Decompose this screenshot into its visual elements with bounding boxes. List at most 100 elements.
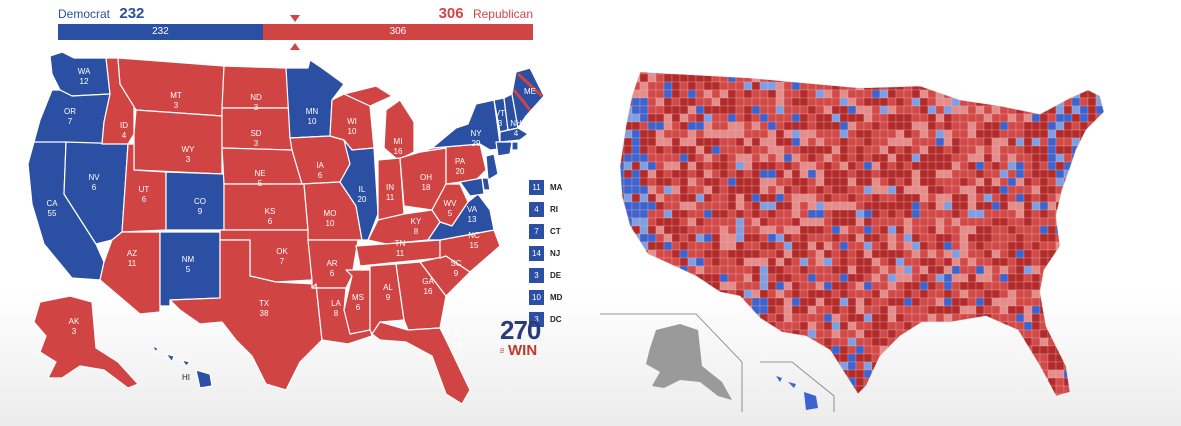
county-tile (687, 185, 697, 195)
small-state-md[interactable]: 10 MD (529, 288, 562, 307)
county-tile (608, 106, 616, 114)
county-tile (620, 377, 625, 387)
county-tile (935, 241, 945, 251)
county-tile (1079, 241, 1089, 251)
county-tile (927, 105, 937, 115)
small-state-ma[interactable]: 11 MA (529, 178, 562, 197)
county-tile (1095, 121, 1104, 131)
state-MA[interactable] (499, 127, 529, 143)
county-tile (983, 209, 993, 219)
county-tile (903, 345, 913, 355)
county-tile (631, 105, 641, 115)
state-AK[interactable] (33, 295, 139, 389)
county-tile (751, 113, 761, 123)
small-state-ri[interactable]: 4 RI (529, 200, 562, 219)
county-tile (1103, 265, 1104, 275)
state-FL[interactable] (371, 321, 471, 404)
county-tile (975, 105, 985, 115)
county-tile (620, 385, 625, 395)
state-TX[interactable] (169, 239, 323, 391)
county-tile (1023, 273, 1033, 283)
county-tile (687, 193, 697, 203)
label-UT: UT 6 (139, 185, 150, 204)
county-tile (1103, 153, 1104, 163)
small-state-ct[interactable]: 7 CT (529, 222, 562, 241)
county-tile (663, 177, 673, 187)
county-tile (871, 81, 881, 91)
county-tile (1015, 297, 1025, 307)
county-tile (847, 137, 857, 147)
democrat-count: 232 (119, 5, 145, 22)
county-tile (655, 185, 665, 195)
county-tile (1007, 72, 1017, 75)
county-tile (775, 89, 785, 99)
state-MD[interactable] (459, 177, 485, 197)
county-tile (727, 241, 737, 251)
county-tile (887, 225, 897, 235)
county-tile (711, 193, 721, 203)
county-tile (743, 273, 753, 283)
county-tile (1103, 177, 1104, 187)
state-HI[interactable] (151, 345, 213, 389)
county-tile (1087, 169, 1097, 179)
state-WY[interactable] (133, 109, 223, 175)
county-tile (711, 329, 721, 339)
state-NY[interactable] (431, 99, 509, 151)
county-tile (719, 153, 729, 163)
county-tile (727, 273, 737, 283)
county-tile (1031, 337, 1041, 347)
state-NJ[interactable] (485, 153, 499, 181)
county-tile (620, 121, 625, 131)
county-tile (919, 369, 929, 379)
county-tile (839, 345, 849, 355)
county-tile (951, 81, 961, 91)
state-CT[interactable] (495, 141, 513, 157)
county-tile (1015, 72, 1025, 75)
county-tile (623, 81, 633, 91)
county-tile (655, 281, 665, 291)
county-tile (608, 218, 616, 226)
county-tile (1007, 241, 1017, 251)
county-tile (743, 113, 753, 123)
county-tile (824, 402, 832, 410)
county-tile (919, 313, 929, 323)
state-MI[interactable] (343, 85, 415, 161)
county-tile (647, 177, 657, 187)
county-tile (831, 385, 841, 395)
county-tile (831, 129, 841, 139)
county-tile (991, 169, 1001, 179)
county-tile (623, 169, 633, 179)
county-tile (791, 145, 801, 155)
county-tile (624, 402, 632, 410)
county-tile (1047, 129, 1057, 139)
county-tile (727, 161, 737, 171)
county-tile (903, 337, 913, 347)
state-IL[interactable] (339, 139, 379, 241)
county-tile (943, 273, 953, 283)
county-tile (895, 273, 905, 283)
small-state-de[interactable]: 3 DE (529, 266, 562, 285)
county-tile (871, 281, 881, 291)
county-tile (679, 97, 689, 107)
county-tile (775, 121, 785, 131)
county-tile (935, 353, 945, 363)
county-tile (783, 105, 793, 115)
county-tile (719, 217, 729, 227)
county-tile (855, 289, 865, 299)
county-tile (911, 185, 921, 195)
county-tile (639, 169, 649, 179)
small-state-dc[interactable]: 3 DC (529, 310, 562, 329)
county-tile (967, 129, 977, 139)
county-tile (1031, 137, 1041, 147)
county-tile (999, 273, 1009, 283)
county-tile (608, 258, 616, 266)
county-tile (608, 162, 616, 170)
county-tile (887, 105, 897, 115)
label-AK: AK 3 (69, 317, 80, 336)
county-tile (759, 289, 769, 299)
state-MT[interactable] (117, 57, 225, 117)
state-RI[interactable] (511, 141, 519, 151)
state-AZ[interactable] (99, 231, 161, 315)
small-state-nj[interactable]: 14 NJ (529, 244, 562, 263)
county-tile (719, 105, 729, 115)
